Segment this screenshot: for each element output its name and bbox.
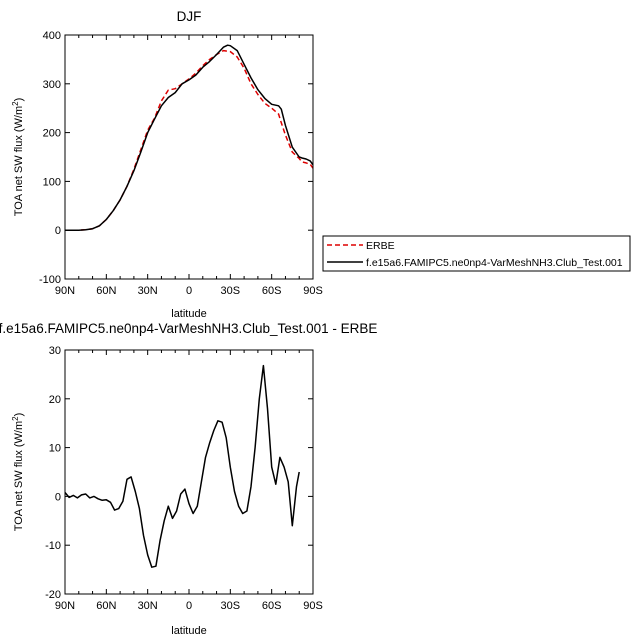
top-x-axis-label: latitude xyxy=(171,308,206,320)
bottom-ytick-label: 0 xyxy=(55,491,61,503)
bottom-xtick-label: 60S xyxy=(262,600,282,612)
bottom-y-axis-label-main: TOA net SW flux (W/m xyxy=(13,421,25,531)
bottom-ytick-label: 10 xyxy=(49,443,61,455)
bottom-ytick-label: 20 xyxy=(49,394,61,406)
top-panel: DJF -1000100200300400 90N60N30N030S60S90… xyxy=(11,9,323,320)
top-x-tick-labels: 90N 60N 30N 0 30S 60S 90S xyxy=(55,285,323,297)
top-xtick-label: 90S xyxy=(303,285,323,297)
bottom-ytick-label: 30 xyxy=(49,345,61,357)
bottom-axis-ticks xyxy=(65,350,313,594)
bottom-xtick-label: 60N xyxy=(96,600,116,612)
top-ytick-label: 100 xyxy=(43,176,61,188)
bottom-xtick-label: 30N xyxy=(138,600,158,612)
bottom-series-line-0 xyxy=(65,366,299,568)
top-xtick-label: 90N xyxy=(55,285,75,297)
bottom-ytick-label: -10 xyxy=(45,540,61,552)
top-xtick-label: 0 xyxy=(186,285,192,297)
top-ytick-label: 200 xyxy=(43,128,61,140)
top-y-axis-label-tail: ) xyxy=(13,98,25,102)
top-y-axis-label: TOA net SW flux (W/m2) xyxy=(11,98,25,217)
bottom-xtick-label: 90N xyxy=(55,600,75,612)
top-y-tick-labels: -1000100200300400 xyxy=(39,30,61,286)
top-y-axis-label-main: TOA net SW flux (W/m xyxy=(13,106,25,216)
top-series-line-0 xyxy=(65,51,313,231)
bottom-y-tick-labels: -20-100102030 xyxy=(45,345,61,601)
top-xtick-label: 30S xyxy=(221,285,241,297)
top-series-line-1 xyxy=(65,45,313,230)
bottom-plot-frame xyxy=(65,350,313,594)
bottom-xtick-label: 0 xyxy=(186,600,192,612)
bottom-x-tick-labels: 90N 60N 30N 0 30S 60S 90S xyxy=(55,600,323,612)
top-panel-title: DJF xyxy=(177,9,202,24)
top-ytick-label: 300 xyxy=(43,79,61,91)
top-axis-ticks xyxy=(65,35,313,279)
bottom-y-axis-label-tail: ) xyxy=(13,413,25,417)
top-series-lines xyxy=(65,45,313,230)
bottom-xtick-label: 90S xyxy=(303,600,323,612)
bottom-panel-title: f.e15a6.FAMIPC5.ne0np4-VarMeshNH3.Club_T… xyxy=(0,321,377,336)
top-xtick-label: 60N xyxy=(96,285,116,297)
top-xtick-label: 60S xyxy=(262,285,282,297)
bottom-series-lines xyxy=(65,366,299,568)
bottom-xtick-label: 30S xyxy=(221,600,241,612)
legend-entry-erbe: ERBE xyxy=(366,240,395,252)
top-ytick-label: 400 xyxy=(43,30,61,42)
legend: ERBE f.e15a6.FAMIPC5.ne0np4-VarMeshNH3.C… xyxy=(323,236,630,271)
bottom-panel: f.e15a6.FAMIPC5.ne0np4-VarMeshNH3.Club_T… xyxy=(0,321,377,637)
top-ytick-label: 0 xyxy=(55,225,61,237)
bottom-y-axis-label: TOA net SW flux (W/m2) xyxy=(11,413,25,532)
top-xtick-label: 30N xyxy=(138,285,158,297)
legend-entry-model: f.e15a6.FAMIPC5.ne0np4-VarMeshNH3.Club_T… xyxy=(366,257,623,269)
bottom-x-axis-label: latitude xyxy=(171,625,206,637)
top-plot-frame xyxy=(65,35,313,279)
